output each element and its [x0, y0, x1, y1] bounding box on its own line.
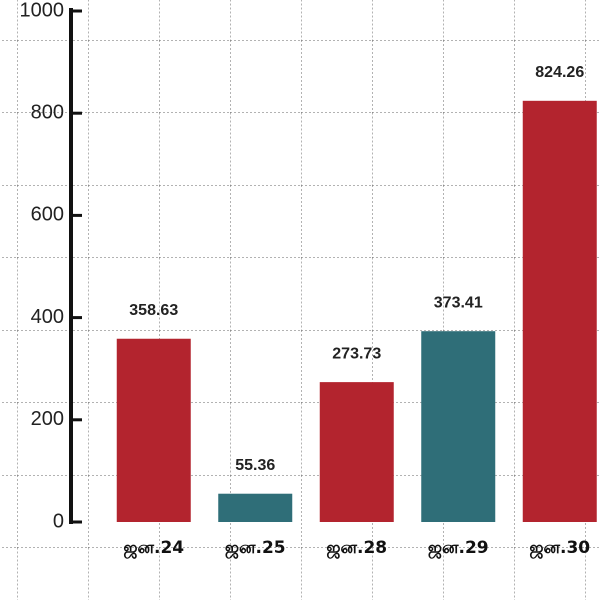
x-tick-label: ஜன.29 — [428, 538, 489, 560]
value-label: 358.63 — [129, 302, 178, 319]
bar — [522, 100, 597, 523]
y-tick-label: 600 — [31, 204, 64, 226]
value-label: 273.73 — [332, 345, 381, 362]
value-label: 373.41 — [434, 294, 483, 311]
x-tick-label: ஜன.30 — [529, 538, 590, 560]
y-tick-label: 800 — [31, 101, 64, 123]
bar — [116, 338, 191, 522]
bar — [421, 331, 496, 522]
bar — [218, 493, 293, 522]
y-tick-label: 400 — [31, 306, 64, 328]
value-label: 824.26 — [535, 64, 584, 81]
x-tick-label: ஜன.28 — [326, 538, 387, 560]
x-tick-label: ஜன.25 — [225, 538, 286, 560]
value-label: 55.36 — [235, 457, 275, 474]
y-tick-label: 1000 — [20, 0, 65, 21]
y-tick-label: 200 — [31, 408, 64, 430]
bar — [319, 382, 394, 522]
x-tick-label: ஜன.24 — [123, 538, 184, 560]
y-tick-label: 0 — [53, 510, 64, 532]
